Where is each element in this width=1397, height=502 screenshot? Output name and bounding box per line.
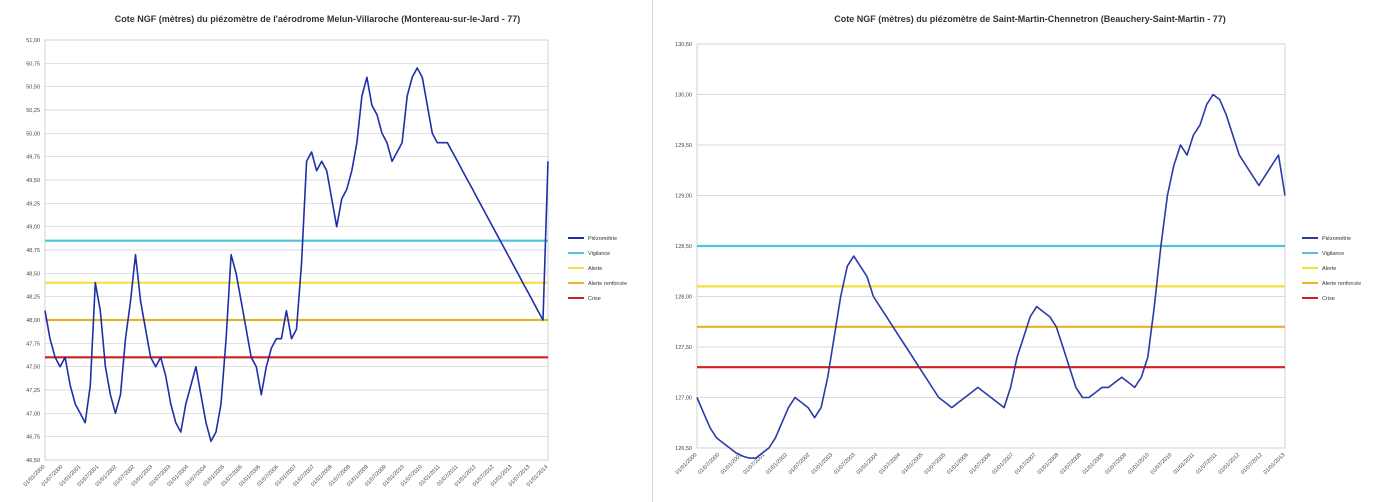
legend-label: Vigilance (588, 251, 610, 257)
legend-label: Vigilance (1322, 251, 1344, 257)
y-tick-label: 130,50 (675, 42, 692, 48)
x-tick-label: 01/01/2003 (810, 452, 834, 476)
series-line (44, 67, 549, 443)
x-tick-label: 01/07/2003 (833, 452, 857, 476)
y-tick-label: 127,50 (675, 345, 692, 351)
x-tick-label: 01/01/2009 (1082, 452, 1106, 476)
x-tick-label: 01/01/2005 (901, 452, 925, 476)
x-tick-label: 01/07/2010 (1150, 452, 1174, 476)
series-line (696, 93, 1286, 459)
x-tick-label: 01/01/2007 (991, 452, 1015, 476)
y-tick-label: 127,00 (675, 396, 692, 402)
legend-label: Alerte renforcée (588, 281, 627, 287)
x-tick-label: 01/07/2004 (878, 452, 902, 476)
x-tick-label: 01/01/2006 (946, 452, 970, 476)
chart-title: Cote NGF (mètres) du piézomètre de l'aér… (114, 14, 521, 24)
x-tick-label: 01/01/2000 (675, 452, 699, 476)
chart-left-svg: 51,00 50,75 50,50 50,25 50,00 49,75 49,50 49,25… (23, 38, 627, 488)
x-tick-label: 01/07/2011 (1195, 452, 1218, 475)
y-tick-label: 126,50 (675, 446, 692, 452)
x-tick-label: 01/07/2008 (1059, 452, 1083, 476)
x-tick-label: 01/07/2000 (697, 452, 721, 476)
x-tick-label: 01/01/2002 (765, 452, 789, 476)
y-tick-label: 47,75 (26, 341, 40, 347)
chart-right-panel: Cote NGF (mètres) du piézomètre de Saint… (655, 0, 1397, 502)
y-tick-label: 48,75 (26, 248, 40, 254)
x-tick-label: 01/07/2002 (788, 452, 812, 476)
chart-right-svg: 130,50 130,00 129,50 129,00 128,50 128,00 127,… (675, 42, 1361, 476)
y-tick-label: 47,25 (26, 388, 40, 394)
x-tick-label: 01/01/2008 (1037, 452, 1061, 476)
y-tick-label: 50,75 (26, 61, 40, 67)
y-tick-label: 46,75 (26, 435, 40, 441)
y-tick-label: 129,50 (675, 143, 692, 149)
legend-label: Alerte renforcée (1322, 281, 1361, 287)
chart-title: Cote NGF (mètres) du piézomètre de Saint… (834, 14, 1226, 24)
x-tick-label: 01/07/2012 (1240, 452, 1264, 476)
legend-label: Alerte (588, 266, 602, 272)
legend-label: Piézométrie (588, 236, 617, 242)
y-tick-label: 48,25 (26, 295, 40, 301)
x-tick-label: 01/07/2006 (969, 452, 993, 476)
x-tick-label: 01/01/2011 (1173, 452, 1196, 475)
y-tick-label: 49,50 (26, 178, 40, 184)
y-tick-label: 47,00 (26, 411, 40, 417)
y-tick-label: 128,00 (675, 295, 692, 301)
y-tick-label: 46,50 (26, 458, 40, 464)
x-tick-label: 01/01/2010 (1127, 452, 1151, 476)
legend-label: Crise (1322, 296, 1335, 302)
y-tick-label: 48,50 (26, 271, 40, 277)
y-tick-label: 130,00 (675, 93, 692, 99)
y-tick-label: 129,00 (675, 194, 692, 200)
y-tick-label: 128,50 (675, 244, 692, 250)
y-tick-label: 50,25 (26, 108, 40, 114)
y-tick-label: 49,00 (26, 225, 40, 231)
x-tick-label: 01/07/2009 (1104, 452, 1128, 476)
legend-label: Piézométrie (1322, 236, 1351, 242)
y-tick-label: 48,00 (26, 318, 40, 324)
y-tick-label: 49,75 (26, 155, 40, 161)
legend-label: Crise (588, 296, 601, 302)
y-tick-label: 50,50 (26, 85, 40, 91)
y-tick-label: 51,00 (26, 38, 40, 44)
y-tick-label: 50,00 (26, 131, 40, 137)
x-tick-label: 01/01/2012 (1217, 452, 1241, 476)
chart-left-panel: Cote NGF (mètres) du piézomètre de l'aér… (0, 0, 653, 502)
x-tick-label: 01/01/2013 (1263, 452, 1287, 476)
x-tick-label: 01/01/2004 (856, 452, 880, 476)
x-tick-label: 01/07/2005 (923, 452, 947, 476)
y-tick-label: 49,25 (26, 201, 40, 207)
legend-label: Alerte (1322, 266, 1336, 272)
y-tick-label: 47,50 (26, 365, 40, 371)
x-tick-label: 01/07/2007 (1014, 452, 1038, 476)
x-tick-label: 01/07/2001 (743, 452, 767, 476)
